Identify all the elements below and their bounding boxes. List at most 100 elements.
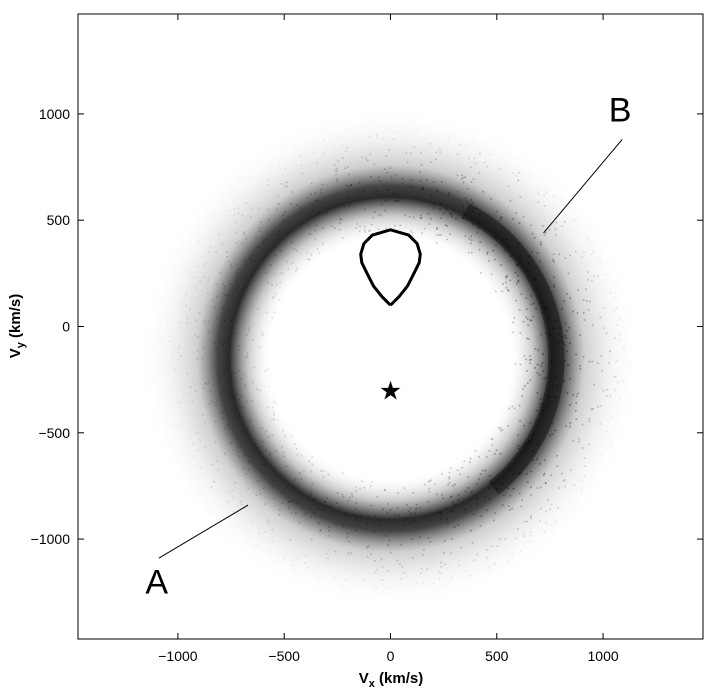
- heatmap-speckle: [500, 453, 502, 455]
- heatmap-speckle: [300, 478, 302, 480]
- heatmap-speckle: [447, 523, 449, 525]
- heatmap-speckle: [282, 430, 284, 432]
- heatmap-speckle: [293, 500, 295, 502]
- heatmap-speckle: [323, 509, 325, 511]
- heatmap-speckle: [613, 296, 615, 298]
- heatmap-speckle: [522, 395, 524, 397]
- heatmap-speckle: [325, 212, 327, 214]
- heatmap-speckle: [225, 401, 227, 403]
- heatmap-speckle: [234, 381, 236, 383]
- heatmap-speckle: [364, 229, 366, 231]
- heatmap-layer: [141, 108, 641, 608]
- heatmap-speckle: [487, 142, 489, 144]
- heatmap-speckle: [474, 157, 476, 159]
- heatmap-speckle: [356, 516, 358, 518]
- heatmap-speckle: [500, 430, 502, 432]
- heatmap-speckle: [322, 131, 324, 133]
- heatmap-speckle: [433, 204, 435, 206]
- heatmap-speckle: [313, 498, 315, 500]
- heatmap-speckle: [222, 293, 224, 295]
- heatmap-speckle: [195, 227, 197, 229]
- heatmap-speckle: [260, 440, 262, 442]
- heatmap-speckle: [224, 453, 226, 455]
- heatmap-speckle: [449, 478, 451, 480]
- heatmap-speckle: [268, 219, 270, 221]
- heatmap-speckle: [265, 239, 267, 241]
- heatmap-speckle: [601, 262, 603, 264]
- heatmap-speckle: [593, 384, 595, 386]
- heatmap-speckle: [361, 481, 363, 483]
- heatmap-speckle: [270, 550, 272, 552]
- heatmap-speckle: [399, 563, 401, 565]
- heatmap-speckle: [557, 465, 559, 467]
- heatmap-speckle: [389, 167, 391, 169]
- heatmap-speckle: [619, 283, 621, 285]
- heatmap-speckle: [297, 204, 299, 206]
- heatmap-speckle: [347, 533, 349, 535]
- x-tick-label: 1000: [588, 648, 619, 664]
- heatmap-speckle: [443, 552, 445, 554]
- heatmap-speckle: [509, 280, 511, 282]
- heatmap-speckle: [368, 546, 370, 548]
- heatmap-speckle: [487, 510, 489, 512]
- heatmap-speckle: [369, 230, 371, 232]
- heatmap-speckle: [359, 225, 361, 227]
- heatmap-speckle: [426, 179, 428, 181]
- heatmap-speckle: [415, 508, 417, 510]
- heatmap-speckle: [534, 367, 536, 369]
- heatmap-speckle: [355, 508, 357, 510]
- heatmap-speckle: [540, 508, 542, 510]
- heatmap-speckle: [311, 183, 313, 185]
- heatmap-speckle: [185, 305, 187, 307]
- heatmap-speckle: [193, 443, 195, 445]
- heatmap-speckle: [414, 597, 416, 599]
- heatmap-speckle: [565, 425, 567, 427]
- heatmap-speckle: [553, 531, 555, 533]
- heatmap-speckle: [344, 206, 346, 208]
- heatmap-speckle: [529, 355, 531, 357]
- heatmap-speckle: [252, 426, 254, 428]
- heatmap-speckle: [606, 431, 608, 433]
- x-tick-label: −1000: [158, 648, 198, 664]
- heatmap-speckle: [501, 217, 503, 219]
- heatmap-speckle: [282, 214, 284, 216]
- heatmap-speckle: [454, 588, 456, 590]
- heatmap-speckle: [290, 539, 292, 541]
- heatmap-speckle: [178, 359, 180, 361]
- heatmap-speckle: [630, 368, 632, 370]
- heatmap-speckle: [553, 261, 555, 263]
- heatmap-speckle: [396, 200, 398, 202]
- heatmap-speckle: [342, 494, 344, 496]
- heatmap-speckle: [234, 214, 236, 216]
- heatmap-speckle: [256, 494, 258, 496]
- heatmap-speckle: [482, 470, 484, 472]
- heatmap-speckle: [228, 428, 230, 430]
- heatmap-speckle: [564, 518, 566, 520]
- heatmap-speckle: [433, 182, 435, 184]
- heatmap-speckle: [273, 418, 275, 420]
- heatmap-speckle: [199, 312, 201, 314]
- heatmap-speckle: [480, 272, 482, 274]
- heatmap-speckle: [532, 233, 534, 235]
- heatmap-speckle: [318, 252, 320, 254]
- heatmap-speckle: [494, 562, 496, 564]
- heatmap-speckle: [193, 276, 195, 278]
- heatmap-speckle: [440, 518, 442, 520]
- heatmap-speckle: [262, 446, 264, 448]
- heatmap-speckle: [565, 257, 567, 259]
- heatmap-speckle: [376, 496, 378, 498]
- heatmap-speckle: [531, 251, 533, 253]
- heatmap-speckle: [401, 544, 403, 546]
- heatmap-speckle: [545, 482, 547, 484]
- heatmap-speckle: [536, 410, 538, 412]
- heatmap-speckle: [461, 467, 463, 469]
- heatmap-speckle: [449, 194, 451, 196]
- heatmap-speckle: [610, 395, 612, 397]
- heatmap-speckle: [268, 282, 270, 284]
- heatmap-speckle: [437, 191, 439, 193]
- heatmap-speckle: [530, 517, 532, 519]
- heatmap-speckle: [192, 456, 194, 458]
- heatmap-speckle: [546, 192, 548, 194]
- heatmap-speckle: [267, 407, 269, 409]
- heatmap-speckle: [298, 486, 300, 488]
